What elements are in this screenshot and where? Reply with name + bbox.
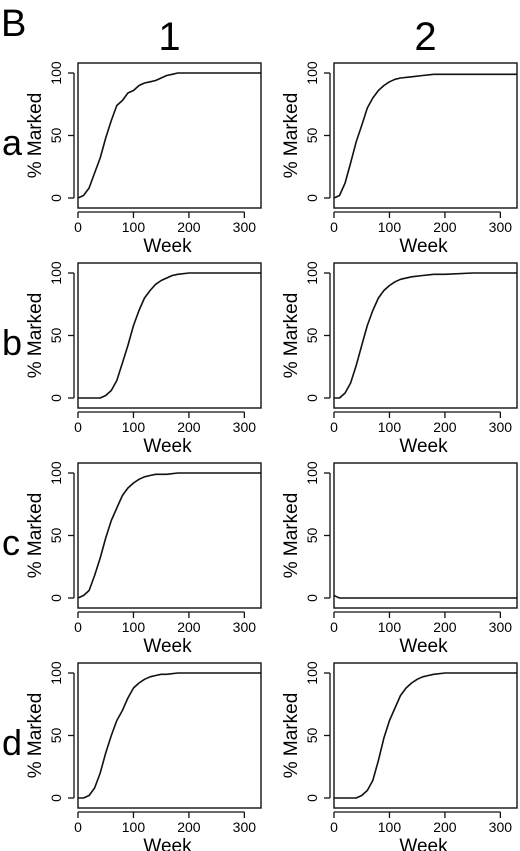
y-tick-label-d-1-100: 100 xyxy=(48,661,64,685)
x-tick-label-c-2-100: 100 xyxy=(378,619,402,635)
x-tick-label-b-2-100: 100 xyxy=(378,419,402,435)
x-tick-label-a-2-100: 100 xyxy=(378,219,402,235)
y-axis-label-c-2: % Marked xyxy=(281,493,302,579)
series-line-d-1 xyxy=(78,672,261,799)
x-tick-label-c-1-0: 0 xyxy=(74,619,82,635)
y-tick-label-d-1-50: 50 xyxy=(48,728,64,744)
y-tick-label-c-1-50: 50 xyxy=(48,528,64,544)
y-tick-label-a-1-0: 0 xyxy=(48,194,64,202)
panel-letter: B xyxy=(1,3,26,45)
y-tick-label-b-2-100: 100 xyxy=(304,261,320,285)
plot-frame-a-2 xyxy=(333,62,518,209)
plot-frame-b-1 xyxy=(77,262,262,409)
series-line-d-2 xyxy=(334,672,517,799)
y-tick-label-a-2-0: 0 xyxy=(304,194,320,202)
x-tick-label-c-2-300: 300 xyxy=(489,619,513,635)
x-axis-label-c-1: Week xyxy=(143,636,192,657)
x-tick-label-a-2-200: 200 xyxy=(433,219,457,235)
x-tick-label-d-2-100: 100 xyxy=(378,819,402,835)
y-axis-label-d-2: % Marked xyxy=(281,693,302,779)
x-tick-label-b-1-300: 300 xyxy=(233,419,257,435)
x-tick-label-a-2-0: 0 xyxy=(330,219,338,235)
y-tick-label-c-2-0: 0 xyxy=(304,594,320,602)
x-tick-label-c-2-200: 200 xyxy=(433,619,457,635)
y-tick-label-a-2-100: 100 xyxy=(304,61,320,85)
y-tick-label-d-2-0: 0 xyxy=(304,794,320,802)
y-axis-label-c-1: % Marked xyxy=(25,493,46,579)
row-label-b: b xyxy=(2,322,22,363)
x-tick-label-b-1-200: 200 xyxy=(177,419,201,435)
x-tick-label-a-1-300: 300 xyxy=(233,219,257,235)
series-line-c-1 xyxy=(77,472,261,599)
y-tick-label-d-2-50: 50 xyxy=(304,728,320,744)
x-axis-label-d-2: Week xyxy=(399,836,448,851)
y-tick-label-c-2-100: 100 xyxy=(304,461,320,485)
y-axis-label-b-1: % Marked xyxy=(25,293,46,379)
y-tick-label-b-2-0: 0 xyxy=(304,394,320,402)
y-tick-label-b-1-0: 0 xyxy=(48,394,64,402)
row-label-c: c xyxy=(2,522,20,563)
y-tick-label-c-1-100: 100 xyxy=(48,461,64,485)
plot-frame-a-1 xyxy=(77,62,262,209)
plot-frame-b-2 xyxy=(333,262,518,409)
x-axis-label-a-1: Week xyxy=(143,236,192,257)
x-axis-label-a-2: Week xyxy=(399,236,448,257)
x-tick-label-c-2-0: 0 xyxy=(330,619,338,635)
x-tick-label-c-1-100: 100 xyxy=(122,619,146,635)
plot-frame-c-2 xyxy=(333,462,518,609)
x-tick-label-a-2-300: 300 xyxy=(489,219,513,235)
x-tick-label-a-1-0: 0 xyxy=(74,219,82,235)
y-axis-label-a-1: % Marked xyxy=(25,93,46,179)
series-line-a-1 xyxy=(77,72,261,199)
series-line-b-1 xyxy=(78,272,261,399)
plot-frame-c-1 xyxy=(77,462,262,609)
column-label-1: 1 xyxy=(158,15,180,59)
y-axis-label-d-1: % Marked xyxy=(25,693,46,779)
y-tick-label-a-1-100: 100 xyxy=(48,61,64,85)
x-tick-label-d-2-300: 300 xyxy=(489,819,513,835)
y-tick-label-b-2-50: 50 xyxy=(304,328,320,344)
x-tick-label-d-1-0: 0 xyxy=(74,819,82,835)
x-tick-label-b-2-300: 300 xyxy=(489,419,513,435)
row-label-d: d xyxy=(2,722,22,763)
x-tick-label-b-2-0: 0 xyxy=(330,419,338,435)
y-tick-label-d-2-100: 100 xyxy=(304,661,320,685)
x-tick-label-b-1-100: 100 xyxy=(122,419,146,435)
y-tick-label-c-1-0: 0 xyxy=(48,594,64,602)
x-tick-label-d-2-0: 0 xyxy=(330,819,338,835)
plot-frame-d-1 xyxy=(77,662,262,809)
x-tick-label-b-2-200: 200 xyxy=(433,419,457,435)
x-tick-label-a-1-100: 100 xyxy=(122,219,146,235)
x-tick-label-d-1-100: 100 xyxy=(122,819,146,835)
x-axis-label-d-1: Week xyxy=(143,836,192,851)
x-tick-label-b-1-0: 0 xyxy=(74,419,82,435)
x-tick-label-c-1-200: 200 xyxy=(177,619,201,635)
x-tick-label-d-1-300: 300 xyxy=(233,819,257,835)
column-label-2: 2 xyxy=(414,15,436,59)
y-tick-label-c-2-50: 50 xyxy=(304,528,320,544)
x-axis-label-b-2: Week xyxy=(399,436,448,457)
x-tick-label-c-1-300: 300 xyxy=(233,619,257,635)
x-tick-label-a-1-200: 200 xyxy=(177,219,201,235)
y-tick-label-a-2-50: 50 xyxy=(304,128,320,144)
x-axis-label-b-1: Week xyxy=(143,436,192,457)
y-tick-label-b-1-100: 100 xyxy=(48,261,64,285)
series-line-c-2 xyxy=(333,594,517,599)
x-tick-label-d-2-200: 200 xyxy=(433,819,457,835)
x-axis-label-c-2: Week xyxy=(399,636,448,657)
y-axis-label-a-2: % Marked xyxy=(281,93,302,179)
x-tick-label-d-1-200: 200 xyxy=(177,819,201,835)
y-tick-label-b-1-50: 50 xyxy=(48,328,64,344)
row-label-a: a xyxy=(2,122,23,163)
series-line-a-2 xyxy=(333,73,517,199)
y-tick-label-a-1-50: 50 xyxy=(48,128,64,144)
y-axis-label-b-2: % Marked xyxy=(281,293,302,379)
plot-frame-d-2 xyxy=(333,662,518,809)
series-line-b-2 xyxy=(334,272,517,399)
y-tick-label-d-1-0: 0 xyxy=(48,794,64,802)
